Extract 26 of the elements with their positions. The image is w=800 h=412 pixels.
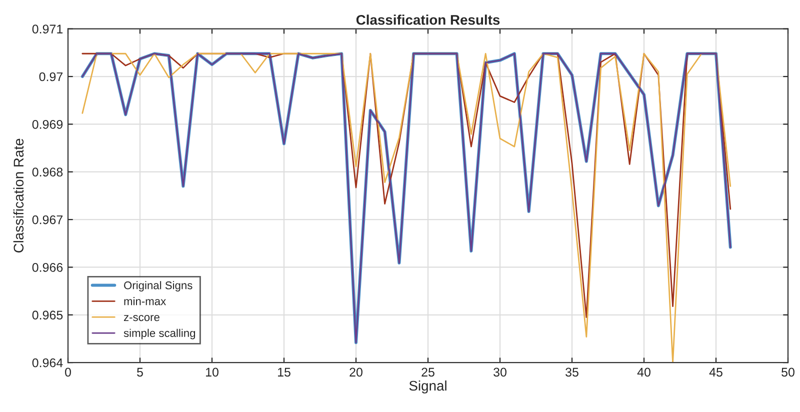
legend-label: simple scalling — [124, 328, 196, 340]
x-tick-label: 10 — [206, 368, 218, 377]
x-axis-title: Signal — [409, 380, 446, 394]
chart-title: Classification Results — [356, 14, 500, 25]
y-tick-label: 0.966 — [32, 263, 63, 272]
y-tick-label: 0.967 — [32, 215, 63, 224]
x-tick-label: 20 — [350, 368, 362, 377]
x-tick-label: 45 — [709, 368, 722, 377]
x-tick-label: 40 — [637, 368, 650, 377]
legend-label: Original Signs — [124, 281, 192, 292]
legend-label: min-max — [124, 297, 166, 306]
y-axis-title: Classification Rate — [13, 138, 24, 252]
y-tick-label: 0.969 — [32, 120, 63, 129]
y-tick-label: 0.97 — [39, 72, 63, 82]
y-tick-label: 0.968 — [32, 168, 63, 177]
legend-label: z-score — [124, 315, 160, 322]
x-tick-label: 35 — [566, 368, 578, 377]
x-tick-label: 15 — [278, 368, 290, 377]
x-tick-label: 0 — [65, 368, 71, 377]
x-tick-label: 50 — [782, 368, 794, 377]
x-tick-label: 5 — [137, 368, 143, 377]
y-tick-label: 0.971 — [32, 24, 63, 34]
y-tick-label: 0.964 — [32, 358, 63, 368]
x-tick-label: 30 — [494, 368, 506, 377]
x-tick-label: 25 — [422, 368, 434, 377]
y-tick-label: 0.965 — [32, 310, 63, 320]
